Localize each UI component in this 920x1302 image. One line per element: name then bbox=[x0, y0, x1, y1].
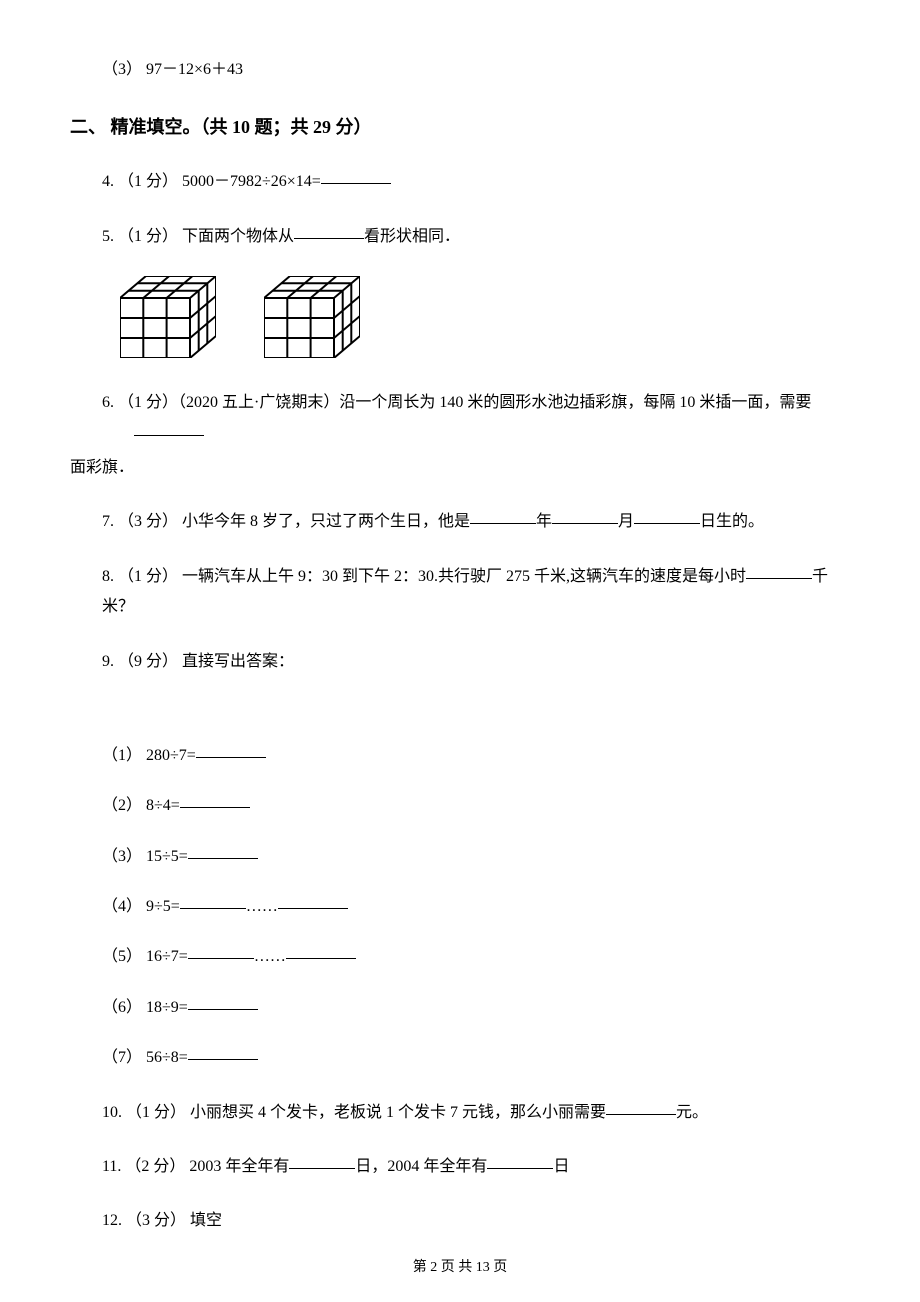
q3-line: （3） 97－12×6＋43 bbox=[70, 55, 850, 85]
q4-blank bbox=[321, 168, 391, 184]
q9-5-mid: …… bbox=[254, 948, 286, 965]
q9-1-line: （1） 280÷7= bbox=[70, 741, 850, 771]
q4-line: 4. （1 分） 5000－7982÷26×14= bbox=[70, 167, 850, 197]
q6-prefix: 6. （1 分）（2020 五上·广饶期末）沿一个周长为 140 米的圆形水池边… bbox=[102, 394, 811, 411]
q6-line2: 面彩旗． bbox=[70, 459, 134, 476]
cubes-row bbox=[70, 276, 850, 358]
q5-prefix: 5. （1 分） 下面两个物体从 bbox=[102, 228, 294, 245]
q9-6-line: （6） 18÷9= bbox=[70, 993, 850, 1023]
q7-blank-year bbox=[470, 508, 536, 524]
q7-line: 7. （3 分） 小华今年 8 岁了，只过了两个生日，他是 年 月 日生的。 bbox=[70, 507, 850, 537]
cube-2 bbox=[264, 276, 360, 358]
q3-text: （3） 97－12×6＋43 bbox=[102, 61, 243, 78]
q9-2-blank bbox=[180, 792, 250, 808]
q11-line: 11. （2 分） 2003 年全年有 日，2004 年全年有 日 bbox=[70, 1152, 850, 1182]
section-2-title: 二、 精准填空。（共 10 题；共 29 分） bbox=[70, 113, 850, 139]
q9-2-prefix: （2） 8÷4= bbox=[102, 797, 180, 814]
section-2-text: 二、 精准填空。（共 10 题；共 29 分） bbox=[70, 117, 372, 137]
q9-5-blank1 bbox=[188, 943, 254, 959]
q6-line1: 6. （1 分）（2020 五上·广饶期末）沿一个周长为 140 米的圆形水池边… bbox=[102, 388, 850, 449]
q6-blank bbox=[134, 420, 204, 436]
q8-line: 8. （1 分） 一辆汽车从上午 9：30 到下午 2：30.共行驶厂 275 … bbox=[70, 562, 850, 623]
q9-6-blank bbox=[188, 994, 258, 1010]
q9-5-blank2 bbox=[286, 943, 356, 959]
q9-5-line: （5） 16÷7= …… bbox=[70, 942, 850, 972]
q9-4-mid: …… bbox=[246, 898, 278, 915]
q9-4-blank2 bbox=[278, 893, 348, 909]
q11-blank2 bbox=[487, 1153, 553, 1169]
q7-mid2: 月 bbox=[618, 513, 634, 530]
q9-title: 9. （9 分） 直接写出答案： bbox=[102, 653, 294, 670]
q10-blank bbox=[606, 1099, 676, 1115]
q7-mid1: 年 bbox=[536, 513, 552, 530]
q10-line: 10. （1 分） 小丽想买 4 个发卡，老板说 1 个发卡 7 元钱，那么小丽… bbox=[70, 1098, 850, 1128]
cube-1 bbox=[120, 276, 216, 358]
q5-blank bbox=[294, 223, 364, 239]
q8-prefix: 8. （1 分） 一辆汽车从上午 9：30 到下午 2：30.共行驶厂 275 … bbox=[102, 568, 746, 585]
q9-3-line: （3） 15÷5= bbox=[70, 842, 850, 872]
q10-prefix: 10. （1 分） 小丽想买 4 个发卡，老板说 1 个发卡 7 元钱，那么小丽… bbox=[102, 1104, 606, 1121]
q9-4-prefix: （4） 9÷5= bbox=[102, 898, 180, 915]
page: （3） 97－12×6＋43 二、 精准填空。（共 10 题；共 29 分） 4… bbox=[0, 0, 920, 1302]
footer-text: 第 2 页 共 13 页 bbox=[413, 1260, 508, 1275]
q9-7-blank bbox=[188, 1044, 258, 1060]
q11-prefix: 11. （2 分） 2003 年全年有 bbox=[102, 1158, 289, 1175]
q4-prefix: 4. （1 分） 5000－7982÷26×14= bbox=[102, 173, 321, 190]
q10-suffix: 元。 bbox=[676, 1104, 708, 1121]
q7-mid3: 日生的。 bbox=[700, 513, 764, 530]
q9-gap bbox=[70, 701, 850, 741]
q12-line: 12. （3 分） 填空 bbox=[70, 1206, 850, 1236]
q9-3-prefix: （3） 15÷5= bbox=[102, 848, 188, 865]
q9-title-line: 9. （9 分） 直接写出答案： bbox=[70, 647, 850, 677]
q7-blank-day bbox=[634, 508, 700, 524]
q11-suffix: 日 bbox=[553, 1158, 569, 1175]
q9-1-blank bbox=[196, 742, 266, 758]
q12-text: 12. （3 分） 填空 bbox=[102, 1212, 222, 1229]
q9-7-prefix: （7） 56÷8= bbox=[102, 1049, 188, 1066]
q9-1-prefix: （1） 280÷7= bbox=[102, 747, 196, 764]
q9-4-blank1 bbox=[180, 893, 246, 909]
q9-7-line: （7） 56÷8= bbox=[70, 1043, 850, 1073]
q8-blank bbox=[746, 563, 812, 579]
q6-line2-wrap: 面彩旗． bbox=[70, 453, 850, 483]
q5-line: 5. （1 分） 下面两个物体从 看形状相同． bbox=[70, 222, 850, 252]
q9-4-line: （4） 9÷5= …… bbox=[70, 892, 850, 922]
q7-prefix: 7. （3 分） 小华今年 8 岁了，只过了两个生日，他是 bbox=[102, 513, 470, 530]
q7-blank-month bbox=[552, 508, 618, 524]
page-footer: 第 2 页 共 13 页 bbox=[0, 1256, 920, 1276]
q11-mid: 日，2004 年全年有 bbox=[355, 1158, 487, 1175]
q9-5-prefix: （5） 16÷7= bbox=[102, 948, 188, 965]
q11-blank1 bbox=[289, 1153, 355, 1169]
q9-2-line: （2） 8÷4= bbox=[70, 791, 850, 821]
q9-3-blank bbox=[188, 843, 258, 859]
q9-6-prefix: （6） 18÷9= bbox=[102, 999, 188, 1016]
q5-suffix: 看形状相同． bbox=[364, 228, 460, 245]
